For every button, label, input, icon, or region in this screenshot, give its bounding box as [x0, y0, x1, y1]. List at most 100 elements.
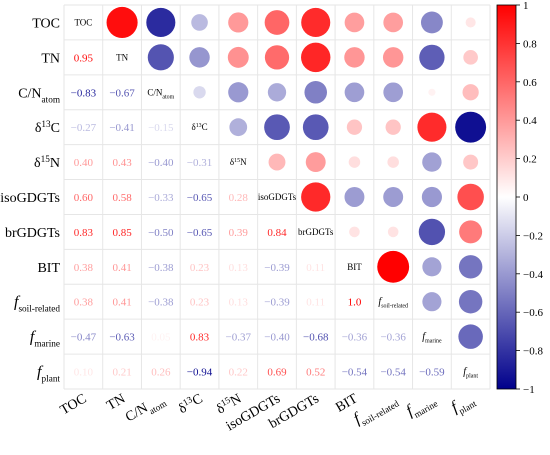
correlation-value-label: 0.85	[112, 227, 132, 239]
diagonal-label: fplant	[463, 367, 478, 380]
y-axis-tick-label: fmarine	[30, 329, 60, 349]
correlation-circle	[227, 46, 249, 68]
correlation-value-label: 0.21	[112, 367, 131, 379]
correlation-value-label: −0.39	[264, 297, 290, 309]
diagonal-label: fmarine	[422, 332, 442, 345]
x-axis-tick-label: BIT	[333, 391, 360, 415]
correlation-circle	[268, 153, 286, 171]
x-axis-tick-label: δ13C	[175, 390, 205, 417]
correlation-circle	[344, 47, 365, 68]
diagonal-label: isoGDGTs	[258, 192, 297, 202]
y-axis-tick-label: isoGDGTs	[0, 191, 60, 206]
correlation-circle	[267, 83, 287, 102]
correlation-circle	[301, 182, 331, 212]
correlation-circle	[189, 47, 210, 68]
correlation-value-label: −0.65	[187, 192, 213, 204]
correlation-circle	[455, 111, 487, 143]
correlation-value-label: 0.43	[112, 157, 132, 169]
diagonal-label: C/Natom	[147, 87, 174, 100]
correlation-circle	[301, 7, 331, 37]
y-axis-tick-label: δ13C	[35, 119, 60, 136]
correlation-value-label: 0.83	[190, 332, 210, 344]
correlation-value-label: 0.10	[74, 367, 94, 379]
colorbar-tick-label: 0.6	[523, 77, 537, 89]
correlation-value-label: 1.0	[348, 297, 362, 309]
y-axis-tick-label: brGDGTs	[5, 226, 60, 241]
correlation-circle	[387, 156, 399, 168]
correlation-value-label: 0.28	[229, 192, 249, 204]
correlation-value-label: −0.59	[419, 367, 445, 379]
correlation-value-label: 0.26	[151, 367, 171, 379]
colorbar-tick-label: −0.8	[523, 346, 543, 358]
correlation-circle	[264, 10, 290, 35]
correlation-circle	[420, 11, 443, 34]
correlation-circle	[463, 154, 479, 170]
correlation-circle	[344, 12, 365, 33]
correlation-value-label: 0.11	[306, 262, 325, 274]
correlation-value-label: −0.31	[187, 157, 212, 169]
correlation-value-label: −0.38	[148, 262, 174, 274]
correlation-value-label: 0.41	[112, 262, 131, 274]
correlation-circle	[193, 86, 206, 99]
correlation-value-label: −0.50	[148, 227, 174, 239]
colorbar-tick-label: 0	[523, 192, 529, 204]
diagonal-label: δ13C	[191, 122, 207, 132]
correlation-circle	[458, 290, 483, 314]
colorbar-tick-label: −0.4	[523, 269, 543, 281]
correlation-value-label: −0.83	[71, 87, 97, 99]
correlation-value-label: 0.40	[74, 157, 94, 169]
correlation-circle	[377, 250, 410, 283]
correlation-circle	[459, 220, 483, 244]
correlation-circle	[428, 88, 436, 96]
correlation-value-label: 0.83	[74, 227, 94, 239]
correlation-circle	[422, 292, 442, 312]
diagonal-labels: TOC TN C/Natom δ13C δ15N isoGDGTs brGDGTs BIT fs…	[74, 17, 478, 379]
colorbar-tick-label: 1	[523, 0, 529, 12]
correlation-value-label: 0.60	[74, 192, 94, 204]
correlation-value-label: 0.69	[267, 367, 287, 379]
correlation-circle	[146, 7, 176, 37]
correlation-circle	[301, 42, 331, 73]
colorbar-tick-label: 0.2	[523, 154, 537, 166]
correlation-value-label: −0.36	[342, 332, 368, 344]
correlation-value-label: −0.65	[187, 227, 213, 239]
y-axis-labels: TOC TN C/Natom δ13C δ15N isoGDGTs brGDGTs BIT fs…	[0, 16, 61, 383]
correlation-value-label: 0.38	[74, 262, 94, 274]
y-axis-tick-label: fplant	[37, 364, 60, 384]
y-axis-tick-label: BIT	[37, 261, 60, 276]
correlation-circle	[422, 152, 442, 172]
y-axis-tick-label: TN	[41, 51, 60, 66]
x-axis-tick-label: fmarine	[403, 390, 439, 422]
grid-lines	[63, 4, 491, 390]
correlation-circle	[422, 257, 442, 277]
correlation-value-label: 0.41	[112, 297, 131, 309]
correlation-value-label: −0.36	[380, 332, 406, 344]
correlation-circle	[106, 6, 138, 39]
correlation-value-label: 0.39	[229, 227, 249, 239]
correlation-circle	[385, 119, 401, 135]
correlation-circle	[465, 17, 476, 28]
colorbar-ticks: 1 0.8 0.6 0.4 0.2 0 −0.2 −0.4 −0.6 −0.8 −1	[516, 0, 543, 396]
correlation-value-label: 0.11	[306, 297, 325, 309]
correlation-circle	[383, 82, 404, 103]
correlation-value-label: 0.58	[112, 192, 132, 204]
correlation-circle	[264, 45, 290, 70]
correlation-circle	[349, 226, 360, 238]
correlation-value-label: −0.67	[109, 87, 135, 99]
correlation-value-label: 0.13	[229, 262, 249, 274]
correlation-circle	[348, 156, 361, 168]
diagonal-label: TOC	[74, 17, 92, 27]
correlation-circle	[421, 186, 442, 208]
correlation-value-label: −0.54	[380, 367, 406, 379]
correlation-value-label: 0.23	[190, 262, 210, 274]
correlation-circle	[458, 324, 483, 349]
correlation-value-label: 0.38	[74, 297, 94, 309]
colorbar-tick-label: 0.8	[523, 38, 537, 50]
correlation-value-label: 0.13	[229, 297, 249, 309]
x-axis-tick-label: fsoil-related	[351, 390, 401, 431]
correlation-circle	[228, 12, 249, 33]
correlation-circle	[462, 84, 479, 101]
y-axis-tick-label: TOC	[32, 16, 60, 31]
